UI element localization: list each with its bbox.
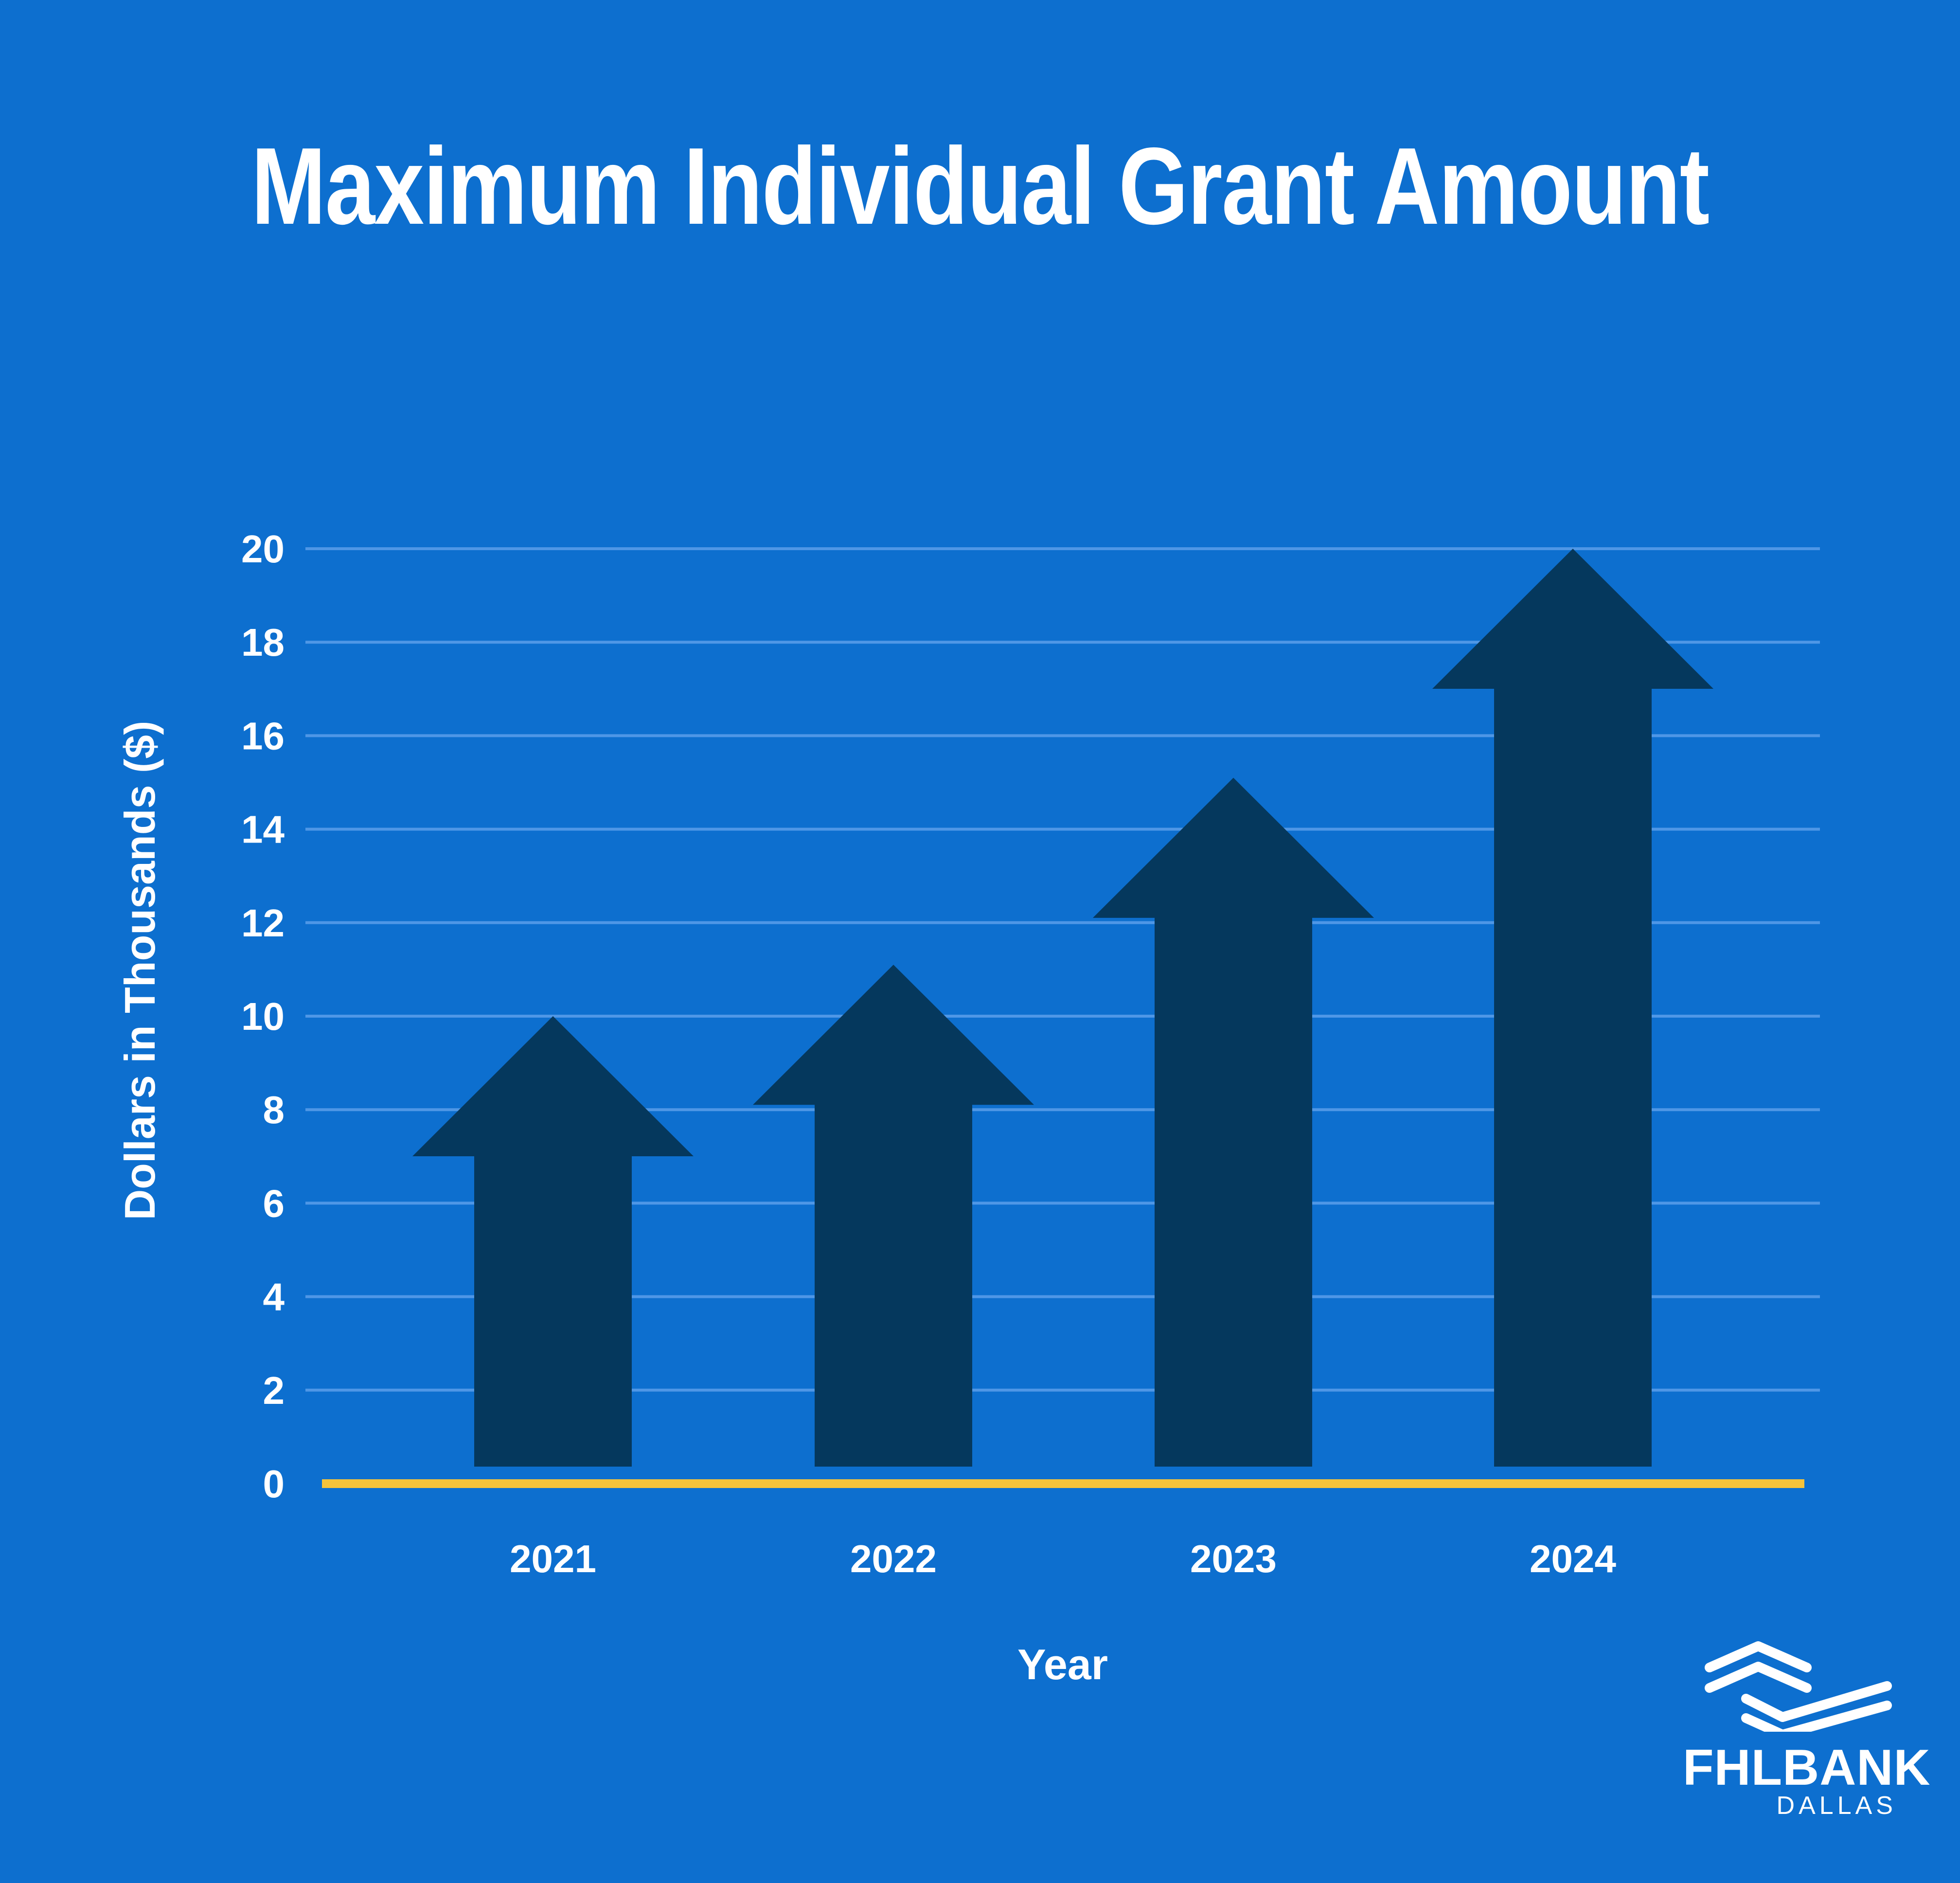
logo-subtitle: DALLAS (1776, 1792, 1897, 1820)
x-axis-ticks: 2021 2022 2023 2024 (510, 1537, 1616, 1580)
y-tick-label: 8 (263, 1088, 285, 1131)
x-tick-label: 2023 (1190, 1537, 1277, 1580)
y-axis-ticks: 0 2 4 6 8 10 12 14 16 18 20 (241, 527, 285, 1506)
y-tick-label: 0 (263, 1462, 285, 1506)
y-tick-label: 18 (241, 621, 285, 664)
x-tick-label: 2022 (850, 1537, 937, 1580)
y-tick-label: 10 (241, 995, 285, 1038)
x-axis-label: Year (1017, 1640, 1108, 1688)
x-tick-label: 2021 (510, 1537, 596, 1580)
y-axis-label: Dollars in Thousands ($) (116, 721, 164, 1220)
y-tick-label: 2 (263, 1369, 285, 1412)
bar-arrow-2022 (753, 965, 1034, 1467)
y-tick-label: 12 (241, 901, 285, 945)
y-tick-label: 20 (241, 527, 285, 571)
chart-title: Maximum Individual Grant Amount (251, 125, 1710, 247)
fhlbank-logo: FHLBANK DALLAS (1683, 1634, 1931, 1818)
logo-wordmark: FHLBANK (1683, 1740, 1931, 1796)
arrow-bars (412, 549, 1713, 1467)
bar-arrow-2024 (1432, 549, 1713, 1467)
bar-arrow-2023 (1093, 777, 1374, 1467)
house-roof-icon (1705, 1641, 1892, 1732)
y-tick-label: 4 (263, 1275, 285, 1319)
x-tick-label: 2024 (1530, 1537, 1616, 1580)
y-tick-label: 14 (241, 808, 285, 851)
y-tick-label: 6 (263, 1182, 285, 1225)
bar-arrow-2021 (412, 1016, 694, 1467)
y-tick-label: 16 (241, 714, 285, 757)
